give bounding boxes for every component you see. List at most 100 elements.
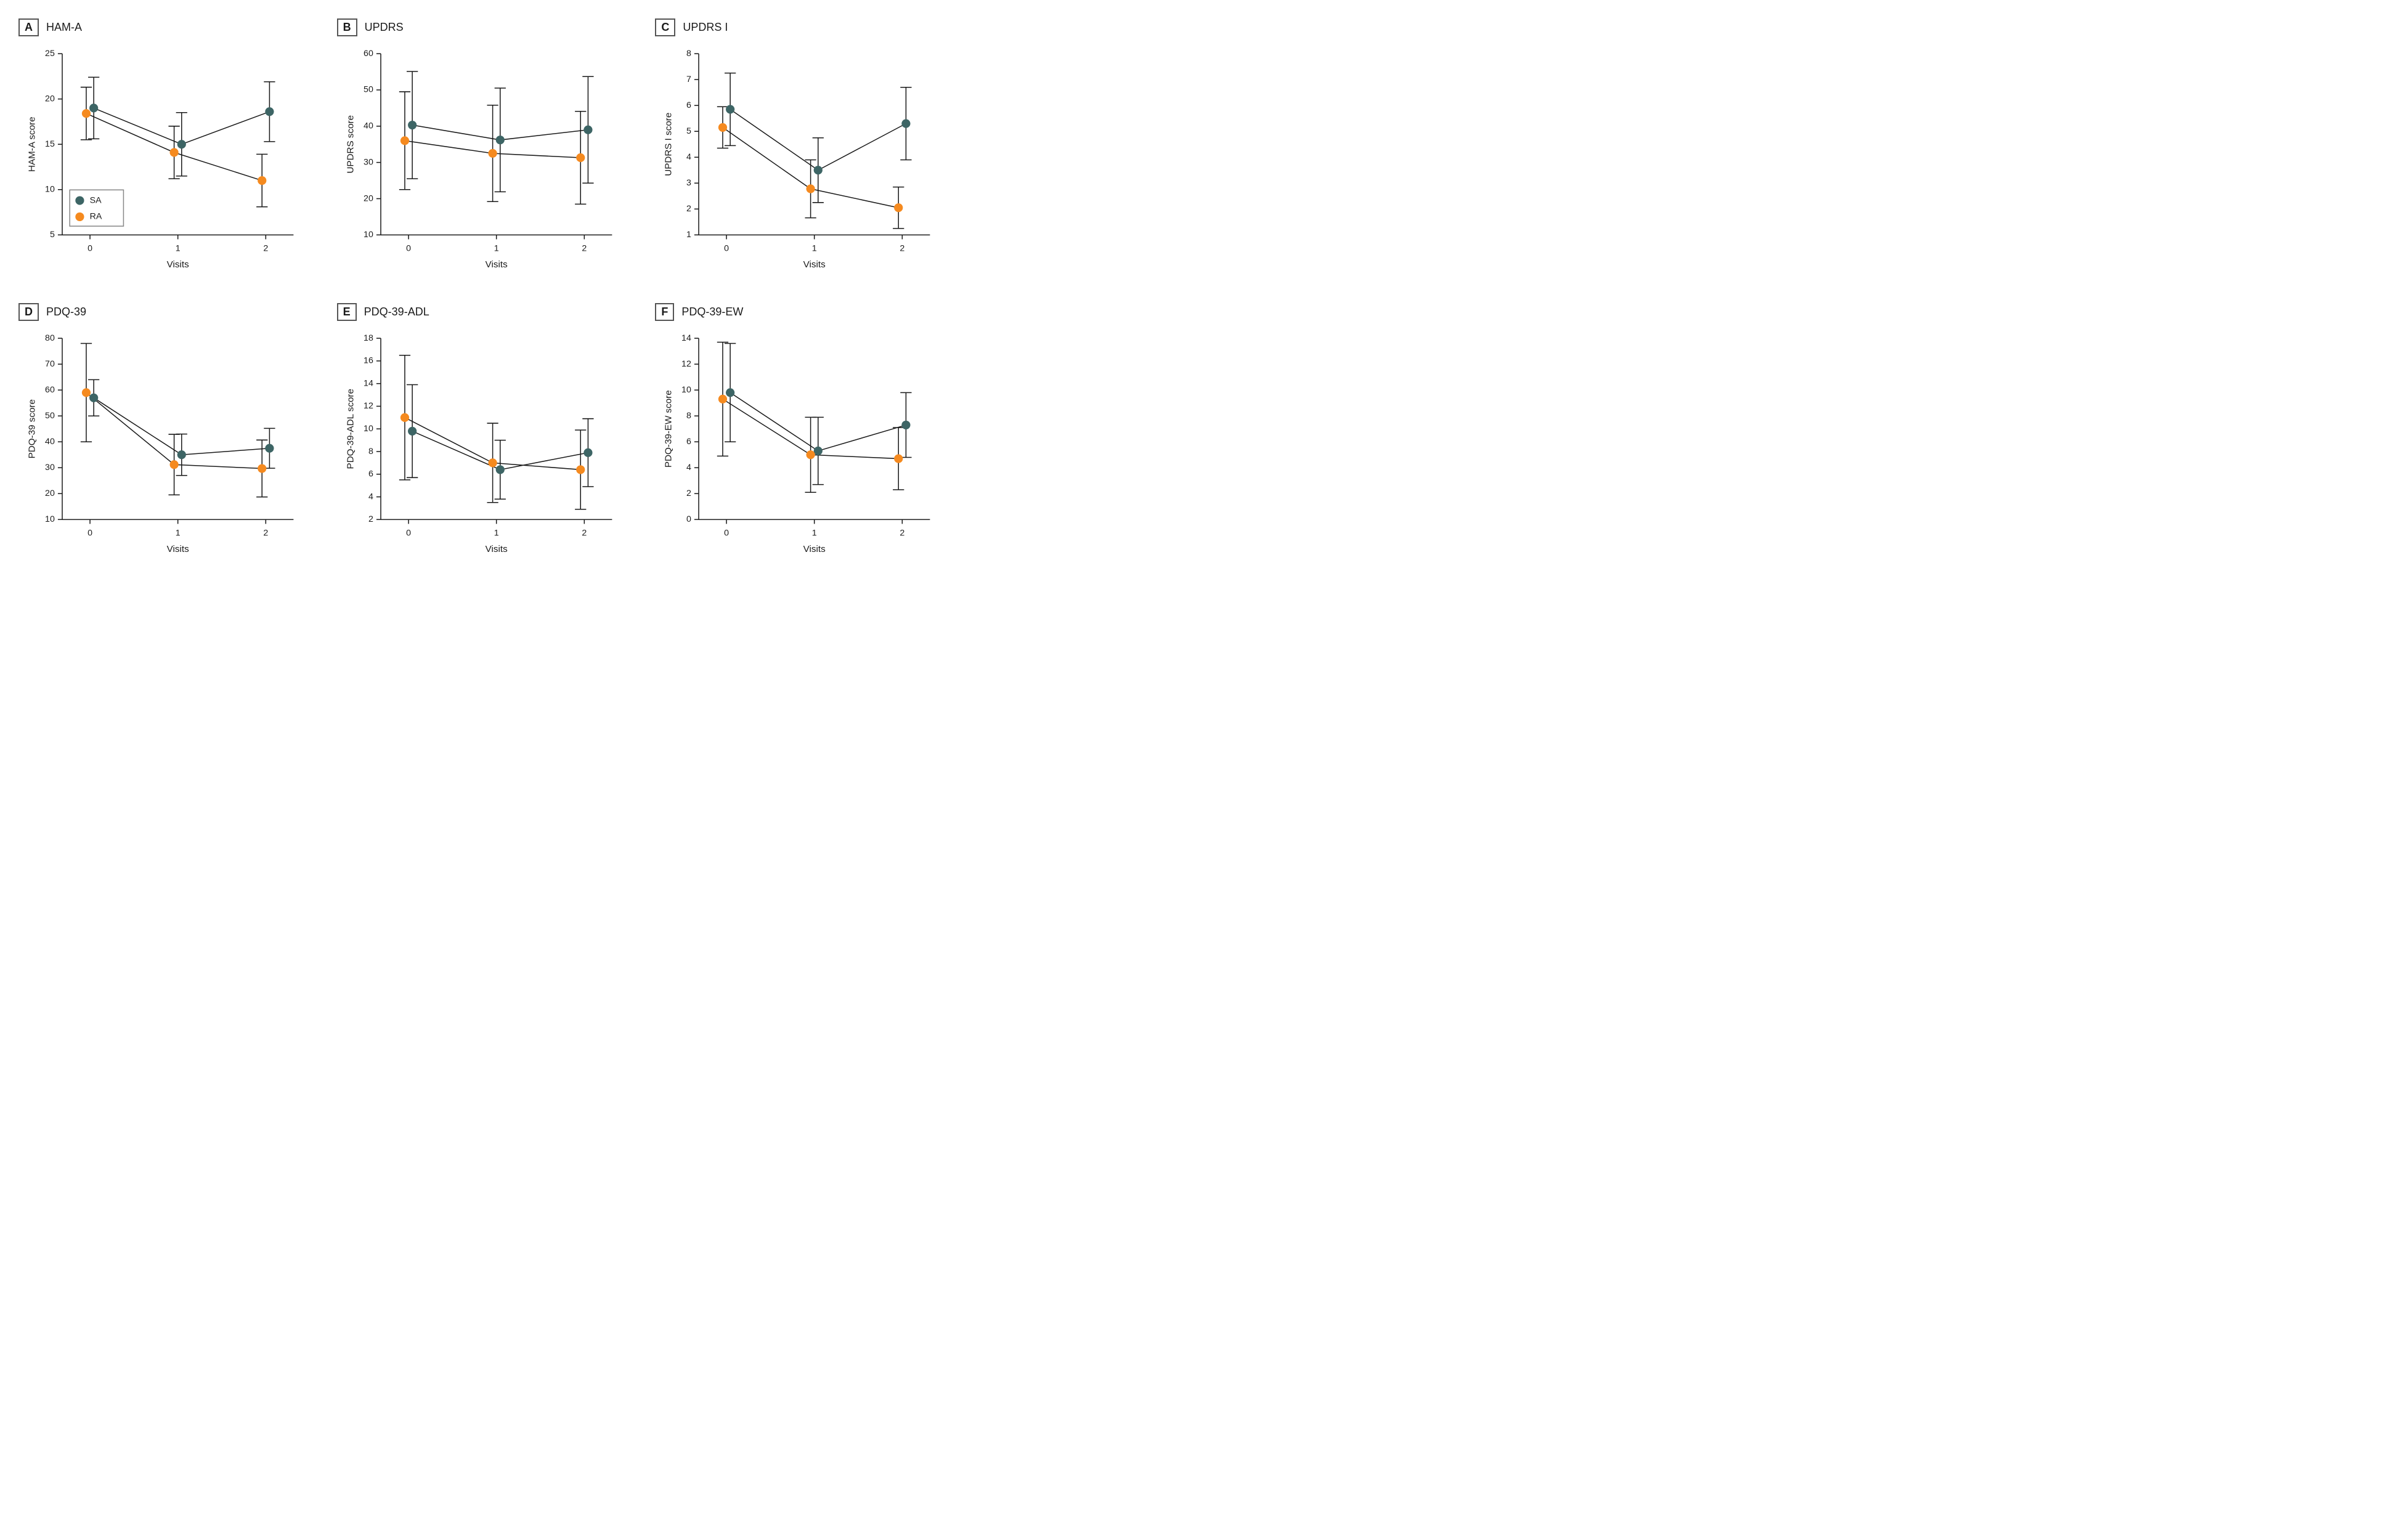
svg-text:PDQ-39-ADL score: PDQ-39-ADL score xyxy=(345,389,356,469)
marker-sa xyxy=(814,447,823,455)
svg-text:0: 0 xyxy=(724,529,729,538)
svg-text:7: 7 xyxy=(686,75,691,84)
svg-text:10: 10 xyxy=(364,230,373,240)
svg-text:60: 60 xyxy=(364,49,373,59)
chart-grid: AHAM-A510152025012VisitsHAM-A scoreSARAB… xyxy=(18,18,943,557)
marker-sa xyxy=(265,107,274,116)
panel-letter: E xyxy=(337,303,357,321)
svg-text:2: 2 xyxy=(686,488,691,498)
svg-text:4: 4 xyxy=(686,463,691,472)
svg-text:PDQ-39-EW score: PDQ-39-EW score xyxy=(664,391,674,468)
svg-text:60: 60 xyxy=(45,385,55,395)
marker-sa xyxy=(495,466,504,474)
svg-text:2: 2 xyxy=(582,529,587,538)
svg-text:2: 2 xyxy=(263,529,268,538)
marker-ra xyxy=(576,153,585,162)
panel-letter: C xyxy=(655,18,675,36)
panel-b: BUPDRS102030405060012VisitsUPDRS score xyxy=(337,18,625,272)
panel-header: EPDQ-39-ADL xyxy=(337,303,625,321)
svg-text:Visits: Visits xyxy=(167,259,189,270)
legend-swatch xyxy=(75,196,84,205)
svg-text:1: 1 xyxy=(494,529,498,538)
panel-title: PDQ-39-EW xyxy=(681,306,743,318)
svg-text:12: 12 xyxy=(364,401,373,411)
svg-text:2: 2 xyxy=(900,529,905,538)
marker-sa xyxy=(89,103,98,112)
svg-text:70: 70 xyxy=(45,359,55,369)
marker-sa xyxy=(408,121,417,129)
chart-svg: 510152025012VisitsHAM-A scoreSARA xyxy=(18,47,306,272)
marker-sa xyxy=(583,126,592,134)
svg-text:4: 4 xyxy=(686,152,691,162)
panel-header: D PDQ-39 xyxy=(18,303,306,321)
svg-text:2: 2 xyxy=(900,243,905,253)
svg-text:2: 2 xyxy=(686,204,691,214)
svg-text:20: 20 xyxy=(45,94,55,103)
panel-letter: D xyxy=(18,303,39,321)
marker-ra xyxy=(718,395,727,403)
marker-ra xyxy=(894,203,903,212)
marker-sa xyxy=(265,444,274,453)
panel-title: PDQ-39 xyxy=(46,306,86,318)
panel-header: FPDQ-39-EW xyxy=(655,303,943,321)
marker-ra xyxy=(718,123,727,132)
svg-text:1: 1 xyxy=(176,243,181,253)
svg-text:80: 80 xyxy=(45,333,55,343)
chart-svg: 12345678012VisitsUPDRS I score xyxy=(655,47,943,272)
svg-text:5: 5 xyxy=(686,126,691,136)
svg-text:2: 2 xyxy=(582,243,587,253)
svg-text:40: 40 xyxy=(45,437,55,447)
svg-text:1: 1 xyxy=(686,230,691,240)
svg-text:50: 50 xyxy=(45,411,55,421)
marker-ra xyxy=(82,389,91,397)
svg-text:0: 0 xyxy=(724,243,729,253)
chart-svg: 102030405060012VisitsUPDRS score xyxy=(337,47,625,272)
svg-text:4: 4 xyxy=(368,492,373,502)
svg-text:Visits: Visits xyxy=(485,544,507,554)
svg-text:Visits: Visits xyxy=(803,259,826,270)
panel-title: UPDRS xyxy=(365,21,404,34)
svg-text:10: 10 xyxy=(45,514,55,524)
svg-text:SA: SA xyxy=(90,195,102,205)
svg-text:0: 0 xyxy=(686,514,691,524)
svg-text:Visits: Visits xyxy=(167,544,189,554)
svg-text:14: 14 xyxy=(681,333,691,343)
chart-svg: 02468101214012VisitsPDQ-39-EW score xyxy=(655,332,943,557)
svg-text:14: 14 xyxy=(364,379,373,389)
svg-text:8: 8 xyxy=(686,411,691,421)
svg-text:30: 30 xyxy=(364,157,373,167)
panel-header: BUPDRS xyxy=(337,18,625,36)
panel-title: HAM-A xyxy=(46,21,82,34)
marker-sa xyxy=(902,421,911,429)
chart-wrap: 102030405060012VisitsUPDRS score xyxy=(337,47,625,272)
panel-a: AHAM-A510152025012VisitsHAM-A scoreSARA xyxy=(18,18,306,272)
svg-text:Visits: Visits xyxy=(485,259,507,270)
svg-text:0: 0 xyxy=(406,243,411,253)
svg-text:RA: RA xyxy=(90,212,102,222)
svg-text:6: 6 xyxy=(686,100,691,110)
panel-header: AHAM-A xyxy=(18,18,306,36)
marker-sa xyxy=(726,389,734,397)
svg-text:0: 0 xyxy=(87,529,92,538)
svg-text:0: 0 xyxy=(87,243,92,253)
panel-e: EPDQ-39-ADL24681012141618012VisitsPDQ-39… xyxy=(337,303,625,557)
panel-header: CUPDRS I xyxy=(655,18,943,36)
marker-sa xyxy=(726,105,734,113)
marker-ra xyxy=(400,136,409,145)
svg-text:5: 5 xyxy=(50,230,55,240)
svg-text:30: 30 xyxy=(45,463,55,472)
svg-text:15: 15 xyxy=(45,139,55,149)
panel-d: DPDQ-391020304050607080012VisitsPDQ-39 s… xyxy=(18,303,306,557)
svg-text:0: 0 xyxy=(406,529,411,538)
marker-sa xyxy=(814,166,823,174)
svg-text:3: 3 xyxy=(686,178,691,188)
svg-text:40: 40 xyxy=(364,121,373,131)
svg-text:PDQ-39 score: PDQ-39 score xyxy=(26,399,37,458)
svg-text:25: 25 xyxy=(45,49,55,59)
svg-text:1: 1 xyxy=(494,243,498,253)
chart-wrap: 12345678012VisitsUPDRS I score xyxy=(655,47,943,272)
marker-ra xyxy=(894,455,903,463)
chart-wrap: 24681012141618012VisitsPDQ-39-ADL score xyxy=(337,332,625,557)
legend-swatch xyxy=(75,213,84,221)
marker-ra xyxy=(82,109,91,118)
